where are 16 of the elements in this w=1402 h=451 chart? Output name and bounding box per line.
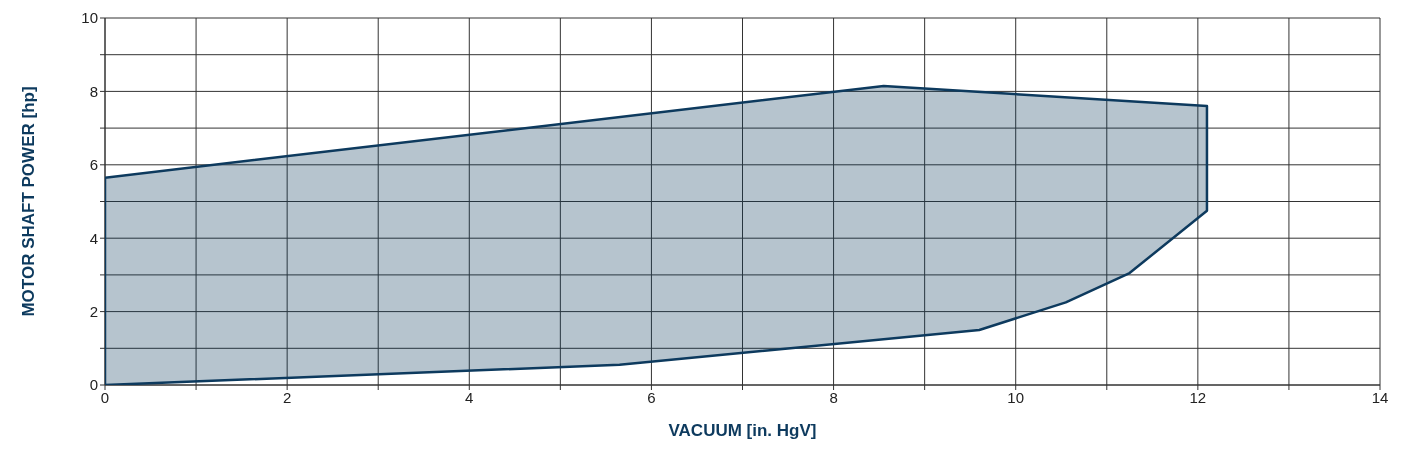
x-tick-label: 12 — [1189, 388, 1207, 406]
x-tick-label: 6 — [647, 388, 656, 406]
y-tick-label: 6 — [89, 156, 98, 174]
x-tick-label: 14 — [1371, 388, 1389, 406]
y-axis-title: MOTOR SHAFT POWER [hp] — [19, 86, 39, 317]
x-tick-label: 0 — [100, 388, 110, 406]
x-tick-label: 2 — [282, 388, 292, 406]
y-tick-label: 8 — [89, 82, 98, 100]
y-tick-label: 4 — [89, 229, 98, 247]
y-tick-label: 2 — [89, 302, 98, 320]
y-tick-label: 10 — [81, 9, 98, 27]
y-tick-label: 0 — [89, 376, 98, 394]
x-axis-title: VACUUM [in. HgV] — [668, 421, 817, 440]
x-tick-label: 8 — [829, 388, 838, 406]
x-tick-label: 10 — [1007, 388, 1025, 406]
x-tick-label: 4 — [465, 388, 474, 406]
